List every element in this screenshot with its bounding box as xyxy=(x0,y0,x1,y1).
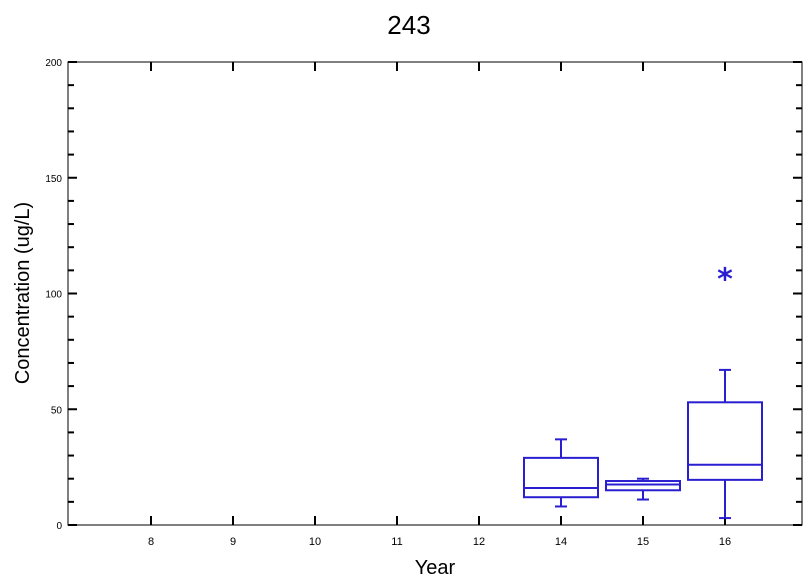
box-15 xyxy=(605,477,681,501)
iqr-box xyxy=(523,456,599,499)
axis-ticks: 8 9 10 11 12 14 15 16 0 50 100 150 200 xyxy=(45,58,802,548)
y-tick-label: 0 xyxy=(56,521,62,532)
iqr-box xyxy=(687,401,763,481)
x-axis-label: Year xyxy=(415,557,456,579)
x-tick-label: 14 xyxy=(555,536,567,548)
y-tick-label: 50 xyxy=(51,405,63,416)
x-tick-label: 15 xyxy=(637,536,649,548)
y-tick-label: 200 xyxy=(45,58,62,69)
x-tick-label: 8 xyxy=(148,536,154,548)
x-tick-label: 12 xyxy=(473,536,485,548)
x-tick-label: 10 xyxy=(309,536,321,548)
x-tick-label: 11 xyxy=(391,536,402,548)
box-16: * xyxy=(687,263,763,520)
x-tick-label: 9 xyxy=(230,536,236,548)
y-axis-label: Concentration (ug/L) xyxy=(12,202,34,384)
plot-frame xyxy=(67,61,803,526)
y-tick-label: 100 xyxy=(45,290,62,301)
box-series: * xyxy=(523,263,763,520)
outlier-marker: * xyxy=(717,263,733,298)
y-tick-label: 150 xyxy=(45,174,62,185)
x-tick-label: 16 xyxy=(719,536,731,548)
iqr-box xyxy=(605,480,681,492)
chart-title: 243 xyxy=(387,10,430,40)
box-14 xyxy=(523,438,599,508)
